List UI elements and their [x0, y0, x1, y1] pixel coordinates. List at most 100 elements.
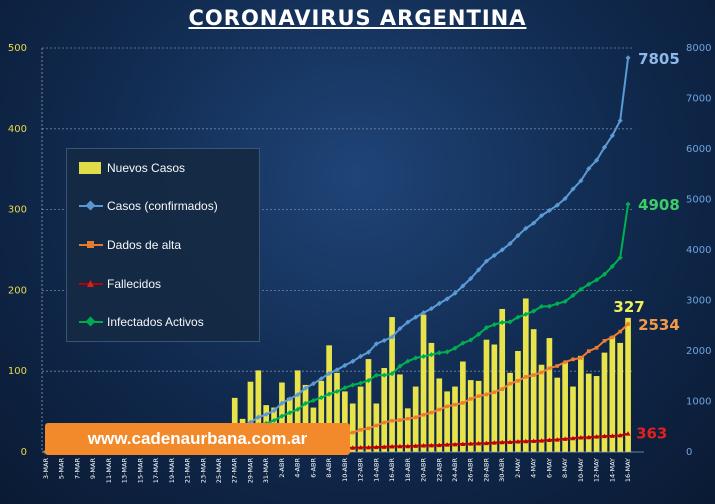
x-tick-label: 20-ABR — [420, 458, 428, 482]
legend-item-dados-de-alta: Dados de alta — [79, 236, 181, 254]
data-point — [562, 298, 568, 305]
data-point — [562, 195, 568, 202]
bar — [302, 384, 309, 452]
data-point — [421, 412, 426, 417]
data-point — [436, 300, 442, 307]
x-tick-label: 15-MAR — [136, 458, 144, 484]
data-point — [460, 441, 466, 446]
bar — [538, 364, 545, 452]
end-value-label: 363 — [636, 425, 667, 443]
bar — [460, 361, 466, 452]
data-point — [476, 440, 482, 446]
data-point — [365, 377, 372, 384]
bar — [357, 386, 364, 452]
legend-label: Casos (confirmados) — [107, 199, 218, 213]
data-point — [500, 387, 504, 391]
x-tick-label: 17-MAR — [152, 458, 160, 484]
data-point — [279, 413, 285, 419]
bar — [334, 372, 340, 452]
data-point — [381, 337, 387, 344]
data-point — [373, 444, 379, 450]
data-point — [358, 427, 363, 432]
data-point — [491, 322, 497, 328]
x-tick-label: 31-MAR — [262, 458, 270, 484]
bar — [515, 351, 521, 452]
data-point — [554, 437, 560, 442]
bar — [578, 355, 584, 452]
data-point — [310, 397, 316, 404]
data-point — [428, 352, 434, 358]
data-point — [571, 357, 575, 362]
data-point — [483, 325, 490, 331]
legend-label: Nuevos Casos — [107, 161, 186, 175]
data-point — [295, 392, 301, 398]
data-point — [389, 444, 395, 449]
data-point — [468, 275, 474, 282]
data-point — [499, 319, 505, 325]
data-point — [476, 267, 482, 273]
data-point — [358, 444, 364, 450]
x-tick-label: 8-MAY — [561, 458, 569, 478]
data-point — [546, 437, 552, 443]
x-tick-label: 6-MAY — [545, 458, 553, 478]
data-point — [578, 286, 584, 292]
data-point — [578, 435, 584, 440]
x-tick-label: 18-ABR — [404, 458, 412, 482]
data-point — [358, 380, 364, 386]
data-point — [625, 201, 631, 207]
data-point — [507, 319, 513, 325]
x-tick-label: 8-ABR — [325, 458, 333, 478]
data-point — [594, 434, 600, 439]
data-point — [491, 440, 497, 445]
data-point — [468, 397, 473, 401]
data-point — [373, 372, 379, 378]
data-point — [405, 319, 411, 325]
data-point — [350, 382, 356, 388]
data-point — [523, 311, 529, 317]
data-point — [287, 396, 293, 402]
data-point — [515, 438, 521, 444]
bar — [507, 372, 513, 452]
x-tick-label: 11-MAR — [105, 458, 113, 484]
x-tick-label: 30-ABR — [498, 458, 506, 482]
data-point — [476, 331, 482, 337]
legend-label: Infectados Activos — [107, 315, 204, 329]
data-point — [406, 416, 410, 421]
x-tick-label: 4-ABR — [294, 458, 302, 478]
data-point — [342, 385, 348, 391]
bar — [585, 373, 592, 452]
data-point — [491, 252, 497, 258]
data-point — [531, 220, 537, 226]
x-tick-label: 12-ABR — [357, 458, 365, 482]
bar — [546, 338, 553, 452]
y-right-tick-label: 3000 — [686, 296, 711, 307]
bar — [452, 386, 458, 452]
data-point — [601, 271, 608, 277]
x-tick-label: 10-MAY — [577, 458, 585, 482]
data-point — [554, 301, 560, 307]
bar — [601, 352, 608, 452]
data-point — [586, 349, 591, 353]
data-point — [483, 258, 490, 264]
data-point — [508, 381, 512, 386]
data-point — [610, 335, 615, 340]
bar — [467, 380, 474, 452]
bar — [342, 391, 348, 452]
x-tick-label: 7-MAR — [73, 458, 81, 480]
data-point — [453, 402, 457, 407]
bar — [499, 308, 506, 452]
data-point — [420, 353, 427, 359]
data-point — [626, 322, 630, 326]
data-point — [397, 363, 403, 369]
x-tick-label: 28-ABR — [482, 458, 490, 482]
data-point — [594, 277, 600, 283]
data-point — [436, 442, 442, 448]
data-point — [586, 434, 592, 440]
x-tick-label: 19-MAR — [168, 458, 176, 484]
data-point — [609, 133, 615, 139]
bar — [365, 359, 372, 452]
bar — [475, 380, 482, 452]
data-point — [586, 281, 592, 287]
data-point — [413, 415, 418, 420]
data-point — [279, 400, 285, 406]
